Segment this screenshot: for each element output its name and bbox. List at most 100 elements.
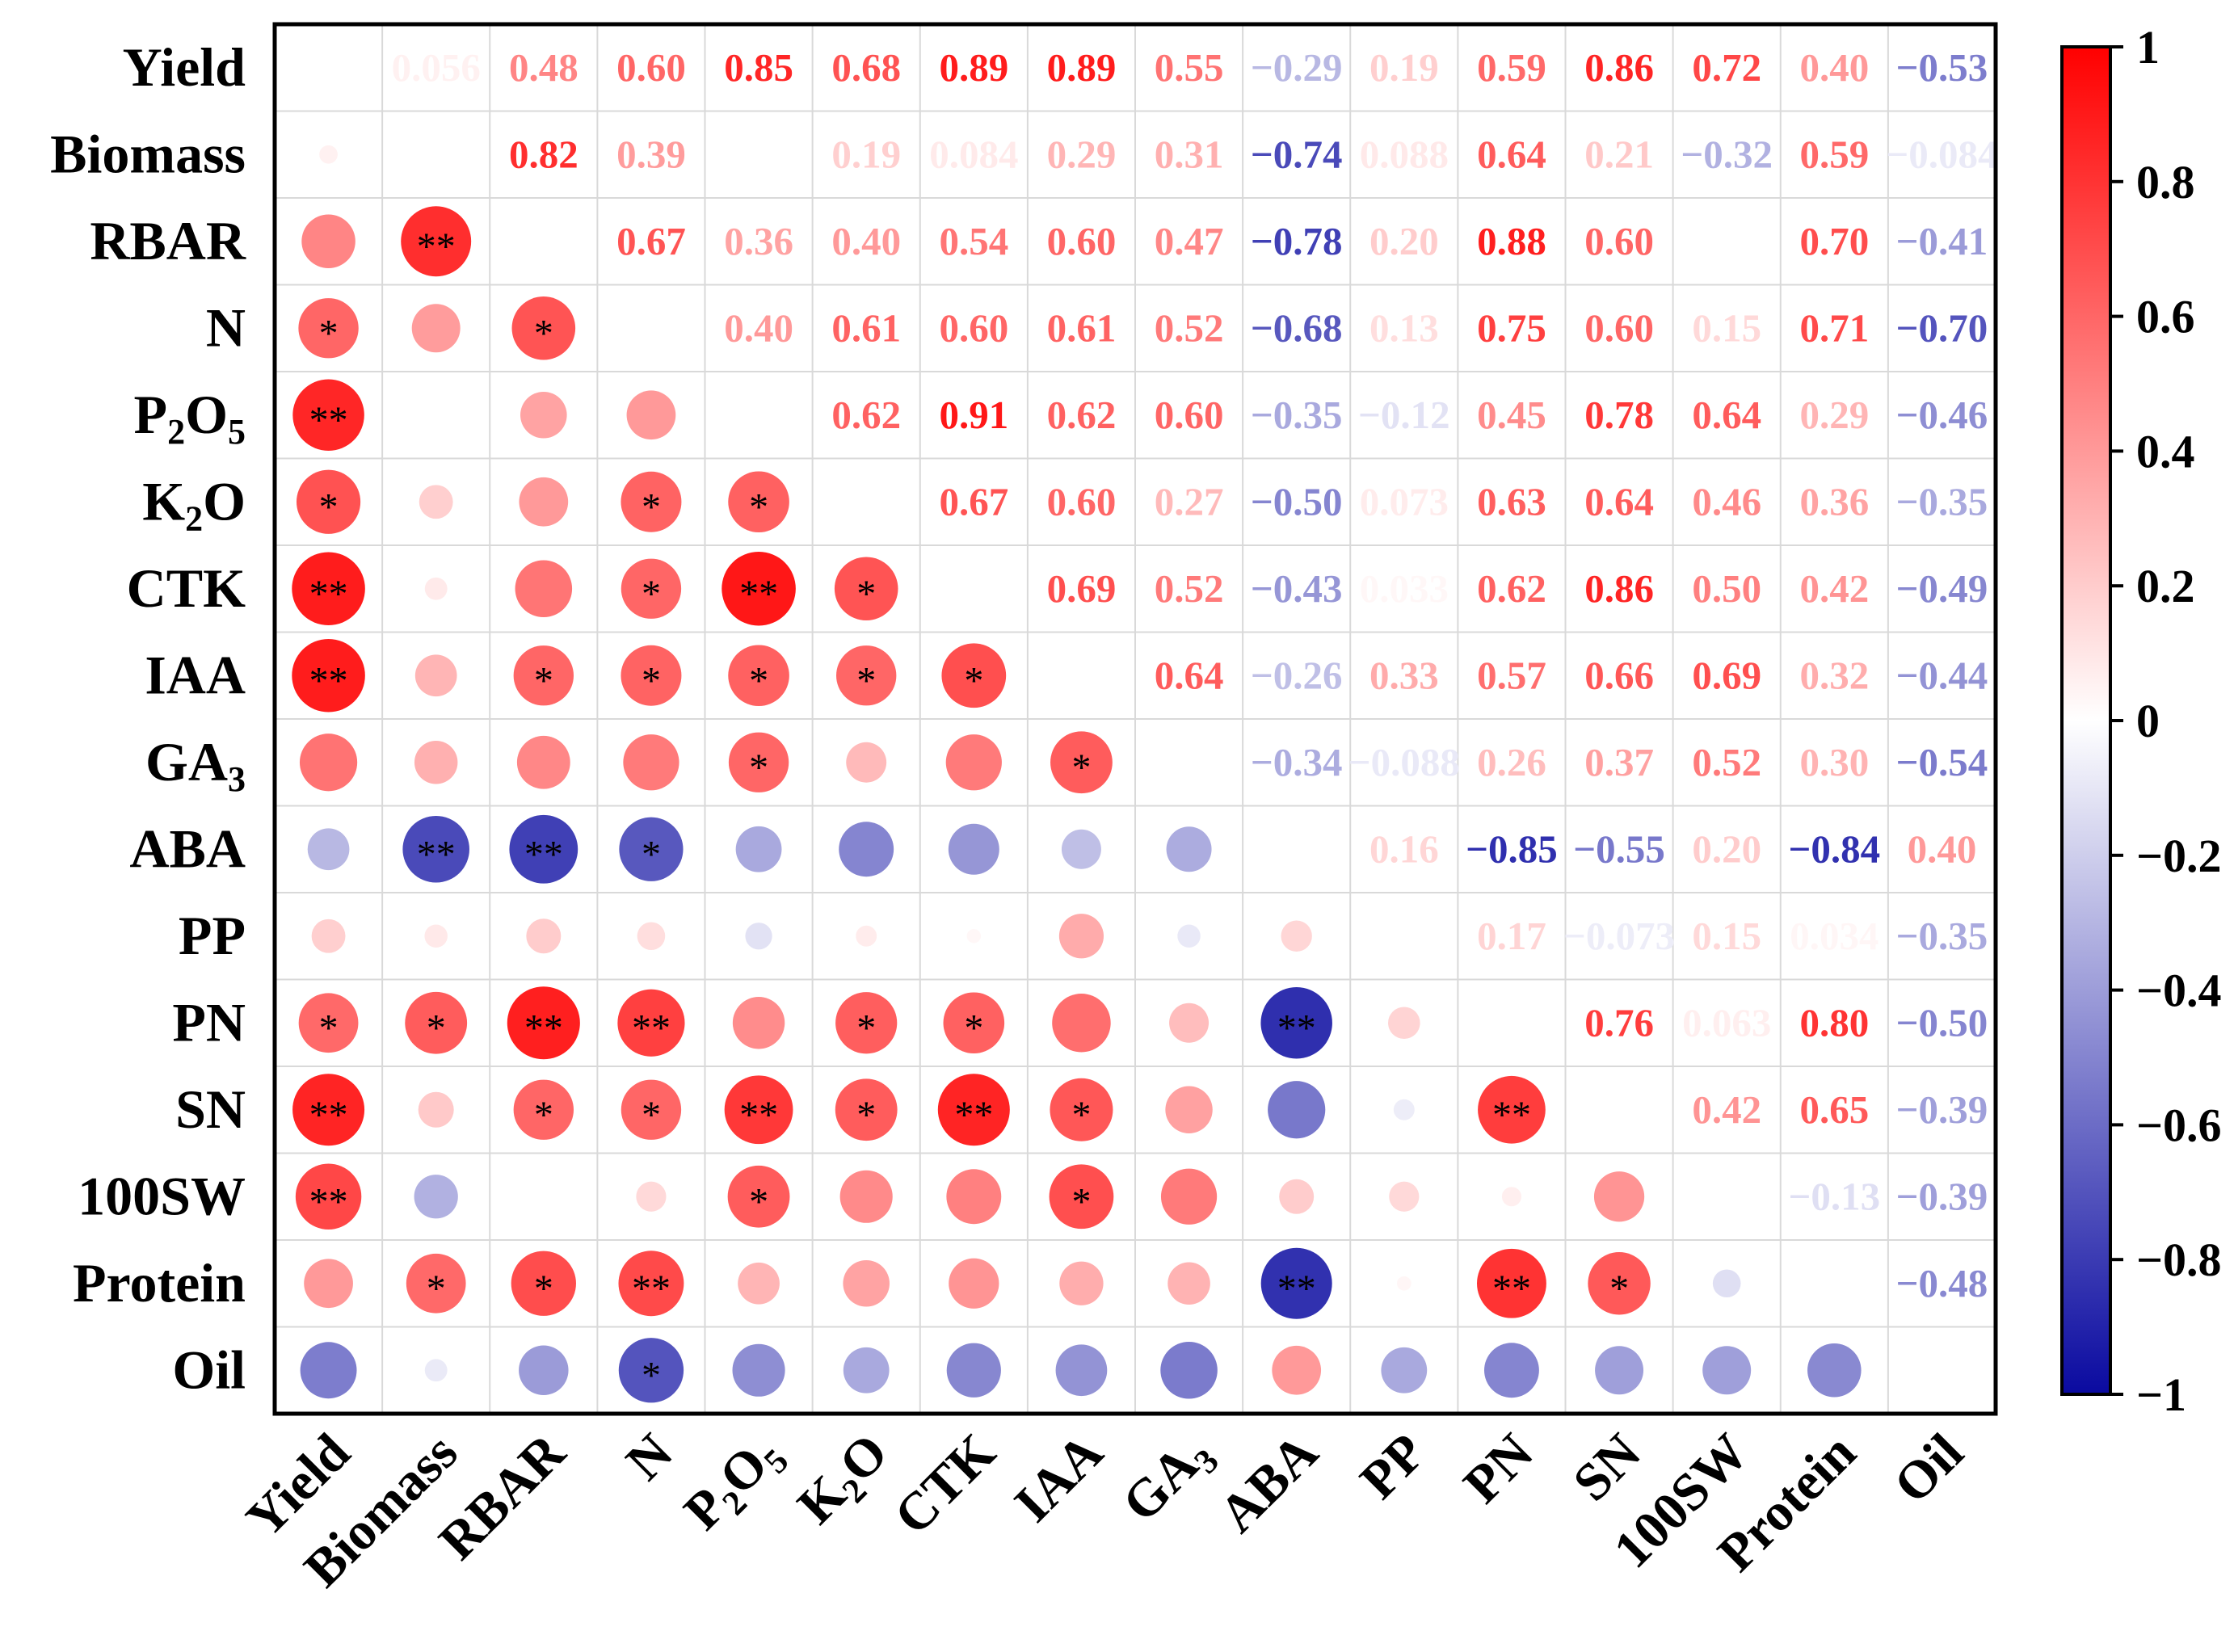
circle-iaa-k2o — [836, 645, 897, 706]
star-protein-pn: ** — [1492, 1267, 1531, 1310]
circle-pn-ga3 — [1169, 1003, 1210, 1043]
colorbar-tick-label: 0.4 — [2136, 425, 2195, 477]
circle-sn-ctk — [937, 1074, 1010, 1146]
circle-aba-biomass — [402, 815, 469, 883]
circle-ga3-biomass — [414, 741, 458, 784]
coef-yield-pp: 0.19 — [1369, 45, 1439, 90]
circle-oil-protein — [1807, 1343, 1862, 1398]
circle-protein-biomass — [406, 1253, 466, 1314]
coef-iaa-100sw: 0.69 — [1692, 653, 1761, 697]
colorbar-tick-label: 0.6 — [2136, 291, 2195, 343]
coef-ctk-ga3: 0.52 — [1155, 566, 1224, 611]
coef-aba-pn: −0.85 — [1466, 826, 1558, 871]
row-label-k2o: K2O — [142, 470, 246, 538]
circle-oil-pn — [1483, 1343, 1539, 1398]
coef-aba-sn: −0.55 — [1573, 826, 1665, 871]
circle-sn-ga3 — [1165, 1086, 1213, 1133]
star-ga3-iaa: * — [1071, 746, 1091, 789]
circle-protein-ctk — [949, 1258, 999, 1309]
circle-n-yield — [298, 298, 359, 359]
circle-aba-ctk — [948, 823, 999, 875]
circle-p2o5-yield — [292, 379, 364, 451]
circle-protein-yield — [304, 1259, 353, 1309]
circle-n-rbar — [511, 296, 576, 360]
circle-sn-k2o — [835, 1078, 898, 1141]
coef-k2o-sn: 0.64 — [1584, 479, 1654, 523]
circle-100sw-n — [636, 1181, 667, 1212]
coef-k2o-pp: 0.073 — [1360, 479, 1449, 523]
coef-yield-pn: 0.59 — [1477, 45, 1546, 90]
star-iaa-ctk: * — [964, 659, 983, 702]
coef-sn-protein: 0.65 — [1799, 1087, 1869, 1132]
coef-p2o5-ga3: 0.60 — [1155, 393, 1224, 437]
coef-k2o-iaa: 0.60 — [1047, 479, 1117, 523]
colorbar-tick-label: 0 — [2136, 695, 2160, 747]
circle-sn-iaa — [1050, 1078, 1113, 1141]
circle-protein-k2o — [843, 1259, 890, 1307]
star-rbar-biomass: ** — [417, 225, 456, 268]
coef-k2o-aba: −0.50 — [1251, 479, 1343, 523]
circle-sn-n — [621, 1079, 682, 1140]
circle-oil-pp — [1381, 1347, 1428, 1393]
coef-pp-sn: −0.073 — [1563, 914, 1675, 958]
circle-aba-yield — [307, 828, 350, 871]
star-iaa-p2o5: * — [749, 659, 768, 702]
circle-rbar-biomass — [401, 206, 472, 277]
circle-pp-aba — [1281, 920, 1312, 952]
coefficient-values: 0.056 0.48 0.60 0.85 0.68 0.89 0.89 0.55 −0.29 0.… — [392, 45, 1998, 1305]
coef-p2o5-k2o: 0.62 — [831, 393, 901, 437]
coef-k2o-oil: −0.35 — [1896, 479, 1988, 523]
coef-sn-oil: −0.39 — [1896, 1087, 1988, 1132]
circle-ga3-ctk — [945, 734, 1002, 791]
coef-p2o5-protein: 0.29 — [1799, 393, 1869, 437]
star-iaa-yield: ** — [309, 659, 348, 702]
coef-ctk-pn: 0.62 — [1477, 566, 1546, 611]
circle-k2o-yield — [296, 469, 361, 534]
circle-protein-n — [618, 1251, 684, 1317]
circle-oil-sn — [1595, 1346, 1644, 1395]
coef-n-k2o: 0.61 — [831, 305, 901, 350]
colorbar-tick-label: −0.2 — [2136, 830, 2222, 882]
coef-pn-sn: 0.76 — [1584, 1000, 1654, 1045]
coef-yield-aba: −0.29 — [1251, 45, 1343, 90]
coef-biomass-100sw: −0.32 — [1681, 132, 1773, 176]
col-label-pn: PN — [1453, 1423, 1545, 1515]
coef-yield-ga3: 0.55 — [1155, 45, 1224, 90]
circle-p2o5-rbar — [520, 391, 567, 439]
coef-pp-pn: 0.17 — [1477, 914, 1546, 958]
circle-ga3-yield — [299, 734, 358, 792]
circle-oil-aba — [1272, 1345, 1322, 1395]
circle-iaa-p2o5 — [728, 645, 789, 707]
colorbar-tick-label: 0.2 — [2136, 560, 2195, 612]
coef-pn-100sw: 0.063 — [1682, 1000, 1771, 1045]
circle-oil-k2o — [843, 1347, 890, 1393]
coef-yield-sn: 0.86 — [1584, 45, 1654, 90]
circle-k2o-n — [621, 471, 682, 532]
coef-biomass-ga3: 0.31 — [1155, 132, 1224, 176]
coef-biomass-n: 0.39 — [616, 132, 686, 176]
circle-pn-k2o — [835, 992, 898, 1054]
circle-n-biomass — [411, 304, 461, 353]
col-label-pp: PP — [1349, 1423, 1437, 1511]
coef-k2o-ctk: 0.67 — [939, 479, 1008, 523]
circle-pp-k2o — [856, 925, 877, 947]
coef-iaa-pn: 0.57 — [1477, 653, 1546, 697]
coef-yield-oil: −0.53 — [1896, 45, 1988, 90]
circle-pn-pp — [1388, 1007, 1420, 1040]
star-protein-n: ** — [632, 1267, 671, 1310]
row-label-protein: Protein — [73, 1252, 246, 1314]
circle-protein-p2o5 — [738, 1262, 780, 1305]
star-sn-k2o: * — [856, 1094, 876, 1137]
star-pn-ctk: * — [964, 1007, 983, 1049]
circle-aba-iaa — [1061, 829, 1101, 869]
coef-p2o5-pn: 0.45 — [1477, 393, 1546, 437]
star-protein-biomass: * — [427, 1267, 446, 1310]
star-aba-rbar: ** — [524, 833, 563, 876]
circle-pn-p2o5 — [732, 997, 785, 1049]
coef-n-oil: −0.70 — [1896, 305, 1988, 350]
circle-protein-iaa — [1059, 1261, 1104, 1305]
star-iaa-rbar: * — [534, 659, 553, 702]
star-ctk-p2o5: ** — [739, 573, 778, 616]
row-label-pn: PN — [172, 991, 246, 1053]
star-sn-ctk: ** — [954, 1094, 993, 1137]
